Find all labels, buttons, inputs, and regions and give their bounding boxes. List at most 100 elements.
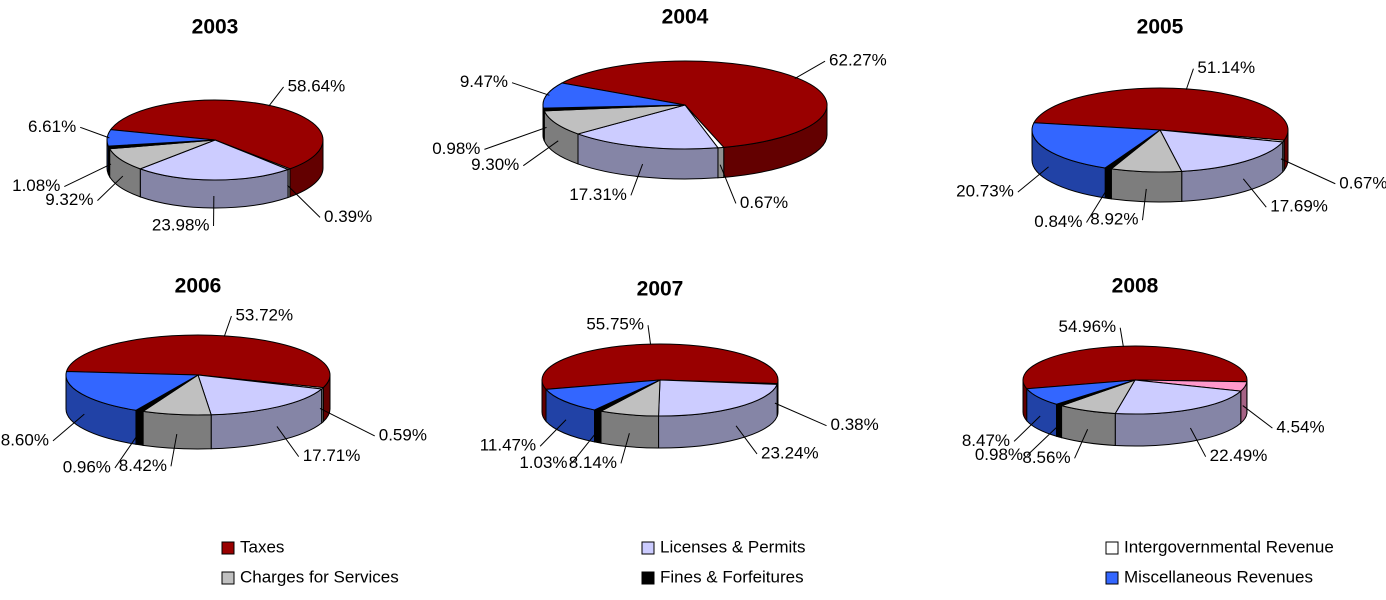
data-label: 8.56% <box>1022 448 1070 467</box>
pie-slice <box>543 104 686 135</box>
pie-chart: 2005 51.14% 0.67% 17.69% 8.92% 0.84% 20.73% <box>956 16 1386 231</box>
data-label: 0.98% <box>432 139 480 158</box>
leader-line <box>1017 166 1049 193</box>
data-label: 0.96% <box>63 457 111 476</box>
pie-chart: 2004 62.27% 0.67% 17.31% 9.30%0.98% 9.47% <box>432 6 886 212</box>
data-label: 8.92% <box>1090 210 1138 229</box>
pie-tops <box>541 343 779 417</box>
leader-line <box>484 126 547 150</box>
pie-tops <box>65 334 331 416</box>
data-label: 8.14% <box>569 453 617 472</box>
legend-label: Taxes <box>240 537 284 556</box>
data-label: 17.31% <box>569 185 627 204</box>
pie-slice <box>576 104 719 150</box>
pie-slice <box>1025 379 1136 405</box>
legend-swatch <box>641 541 655 555</box>
leader-line <box>523 140 559 167</box>
leader-line <box>1189 427 1207 457</box>
leader-line <box>319 408 375 437</box>
chart-title: 2004 <box>662 6 709 29</box>
data-label: 0.67% <box>740 193 788 212</box>
pie-slice <box>1114 379 1242 415</box>
data-label: 1.03% <box>519 453 567 472</box>
leader-line <box>1280 158 1336 185</box>
legend-swatch <box>221 541 235 555</box>
data-label: 8.42% <box>119 456 167 475</box>
leader-line <box>223 315 232 337</box>
data-label: 11.47% <box>480 436 536 455</box>
leader-line <box>719 164 737 204</box>
data-label: 0.98% <box>975 445 1023 464</box>
legend-swatch <box>1105 571 1119 585</box>
data-label: 23.24% <box>761 443 819 462</box>
pie-chart: 2003 58.64% 0.39% 23.98% 9.32%1.08% 6.61% <box>12 16 372 235</box>
leader-line <box>1026 423 1061 456</box>
chart-title: 2007 <box>637 278 684 301</box>
pie-tops <box>542 60 828 150</box>
pie-slice <box>197 374 323 416</box>
data-label: 20.73% <box>956 182 1014 201</box>
pie-labels: 53.72% 0.59% 17.71% 8.42% 0.96% 18.60% <box>0 306 427 477</box>
pie-slice <box>658 379 778 417</box>
data-label: 0.84% <box>1034 212 1082 231</box>
data-label: 17.71% <box>303 446 361 465</box>
pie-slice <box>1159 129 1284 172</box>
leader-line <box>511 82 550 96</box>
leader-line <box>539 419 567 447</box>
leader-line <box>647 325 652 345</box>
pie-chart: 2008 54.96% 4.54% 22.49% 8.56%0.98%8.47% <box>962 275 1325 467</box>
data-label: 9.30% <box>471 155 519 174</box>
leader-line <box>52 413 85 442</box>
leader-line <box>80 126 110 139</box>
pie-sides <box>1031 129 1289 203</box>
slice-side <box>1104 167 1112 200</box>
pie-labels: 54.96% 4.54% 22.49% 8.56%0.98%8.47% <box>962 317 1325 467</box>
pie-labels: 55.75% 0.38% 23.24% 8.14%1.03%11.47% <box>480 315 879 472</box>
data-label: 0.67% <box>1339 173 1386 192</box>
slice-side <box>142 410 212 450</box>
leader-line <box>1086 185 1110 223</box>
pie-sides <box>541 379 779 449</box>
legend-label: Charges for Services <box>240 567 399 586</box>
leader-line <box>287 185 321 218</box>
chart-title: 2003 <box>192 16 239 39</box>
data-label: 55.75% <box>586 315 644 334</box>
leader-line <box>170 433 178 467</box>
pie-chart: 2006 53.72% 0.59% 17.71% 8.42% 0.96% 18.60% <box>0 275 427 477</box>
chart-title: 2006 <box>175 275 222 298</box>
data-label: 51.14% <box>1197 58 1255 77</box>
pie-labels: 62.27% 0.67% 17.31% 9.30%0.98% 9.47% <box>432 51 886 212</box>
pie-sides <box>106 139 324 209</box>
chart-title: 2005 <box>1137 16 1184 39</box>
data-label: 17.69% <box>1270 197 1328 216</box>
data-label: 62.27% <box>829 51 887 70</box>
legend-swatch <box>1105 541 1119 555</box>
leader-line <box>1119 327 1124 347</box>
pie-slice <box>65 371 200 411</box>
pie-slice <box>138 139 290 181</box>
pie-slice <box>1031 122 1162 169</box>
slice-side <box>600 410 660 449</box>
leader-line <box>64 163 112 188</box>
data-label: 9.32% <box>45 190 93 209</box>
leader-line <box>114 430 142 469</box>
legend-label: Miscellaneous Revenues <box>1124 567 1313 586</box>
legend-label: Licenses & Permits <box>660 537 806 556</box>
pie-slice <box>544 379 661 411</box>
leader-line <box>630 163 644 196</box>
leader-line <box>1074 429 1089 459</box>
legend-swatch <box>641 571 655 585</box>
leader-line <box>1242 405 1273 429</box>
leader-line <box>571 428 600 464</box>
data-label: 58.64% <box>288 76 346 95</box>
data-label: 53.72% <box>235 306 293 325</box>
chart-title: 2008 <box>1112 275 1159 298</box>
data-label: 8.47% <box>962 431 1010 450</box>
data-label: 23.98% <box>152 215 210 234</box>
legend-label: Intergovernmental Revenue <box>1124 537 1334 556</box>
pie-tops <box>106 99 324 181</box>
slice-side <box>594 409 602 444</box>
leader-line <box>97 175 124 201</box>
pie-slice <box>106 129 216 147</box>
